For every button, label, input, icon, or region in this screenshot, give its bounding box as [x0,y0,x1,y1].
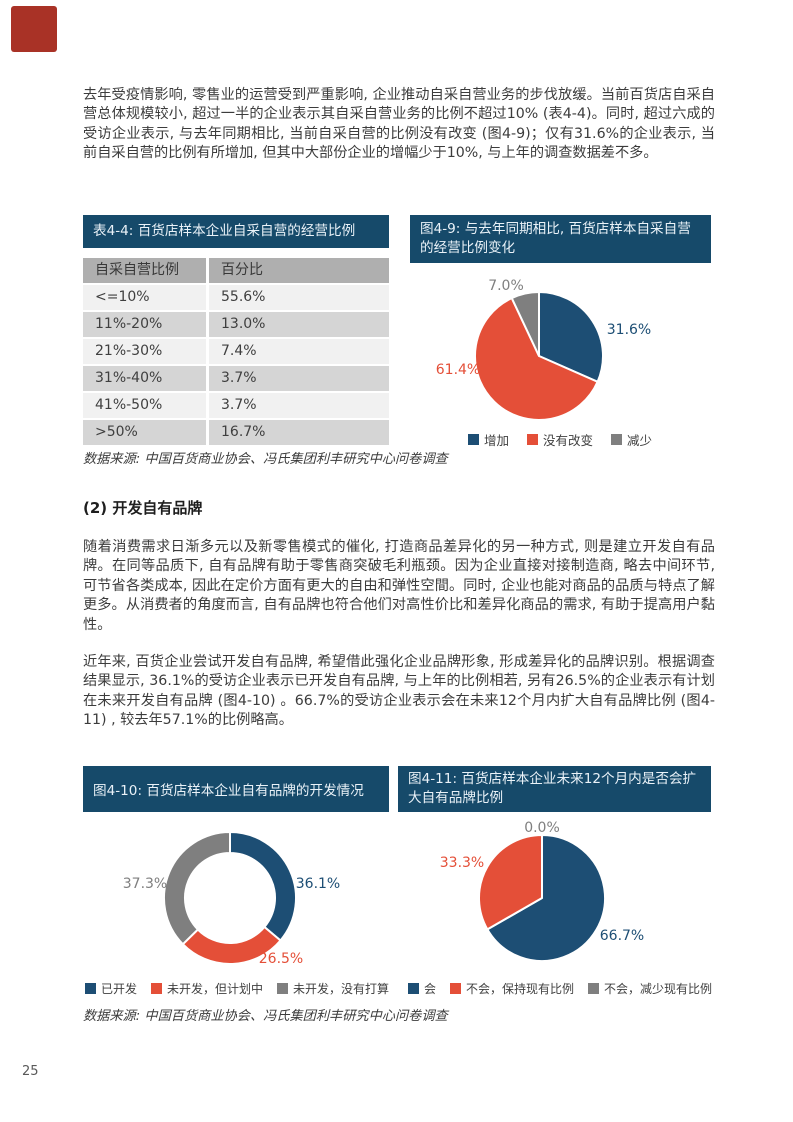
table-4-4-title-bar: 表4-4: 百货店样本企业自采自营的经营比例 [83,215,389,248]
data-source-note: 数据来源: 中国百货商业协会、冯氏集团利丰研究中心问卷调查 [83,452,448,467]
legend-item: 未开发，但计划中 [151,980,263,997]
slice-value-label: 36.1% [296,876,340,892]
fig4-9-pie-chart: 31.6% 61.4% 7.0% [436,278,651,421]
legend-label: 没有改变 [542,433,593,448]
legend-swatch-icon [408,983,419,994]
cell-range: 41%-50% [83,393,206,418]
legend-label: 减少 [627,433,653,448]
slice-value-label: 37.3% [123,876,167,892]
table-row: >50% 16.7% [83,420,389,445]
legend-swatch-icon [526,434,538,445]
table-4-4: 自采自营比例 百分比 <=10% 55.6% 11%-20% 13.0% 21%… [83,258,389,447]
cell-range: 31%-40% [83,366,206,391]
legend-swatch-icon [277,983,289,994]
fig4-11-pie-chart: 66.7% 33.3% 0.0% [440,820,644,962]
legend-item: 未开发，没有打算 [277,980,389,997]
paragraph-private-brand-2: 近年来, 百货企业尝试开发自有品牌, 希望借此强化企业品牌形象, 形成差异化的品… [83,654,715,729]
pie-slice-1 [478,834,543,931]
slice-value-label: 7.0% [488,278,524,294]
fig4-10-legend: 已开发 未开发，但计划中 未开发，没有打算 [85,980,389,997]
fig4-9-title-bar: 图4-9: 与去年同期相比, 百货店样本自采自营的经营比例变化 [410,215,711,263]
fig4-10-title-bar: 图4-10: 百货店样本企业自有品牌的开发情况 [83,766,389,812]
cell-percent: 16.7% [209,420,389,445]
legend-label: 不会，减少现有比例 [604,982,713,996]
cell-percent: 3.7% [209,366,389,391]
table-4-4-title: 表4-4: 百货店样本企业自采自营的经营比例 [93,223,356,239]
legend-swatch-icon [611,434,622,445]
cell-percent: 3.7% [209,393,389,418]
legend-swatch-icon [588,983,600,994]
slice-value-label: 31.6% [607,322,651,338]
pie-slice-0 [538,291,604,383]
legend-swatch-icon [85,983,96,994]
table-header-row: 自采自营比例 百分比 [83,258,389,283]
fig4-10-title: 图4-10: 百货店样本企业自有品牌的开发情况 [93,783,364,799]
legend-swatch-icon [450,983,462,994]
table-row: 21%-30% 7.4% [83,339,389,364]
cell-range: 21%-30% [83,339,206,364]
fig4-11-legend: 会 不会，保持现有比例 不会，减少现有比例 [408,980,712,997]
data-source-note: 数据来源: 中国百货商业协会、冯氏集团利丰研究中心问卷调查 [83,1009,448,1024]
column-header: 自采自营比例 [83,258,206,283]
table-row: 31%-40% 3.7% [83,366,389,391]
pie-slice-0 [486,834,606,962]
pie-slice-2 [510,291,540,357]
column-header: 百分比 [209,258,389,283]
legend-item: 不会，减少现有比例 [588,980,712,997]
legend-item: 没有改变 [526,430,593,449]
slice-value-label: 0.0% [524,820,560,836]
legend-swatch-icon [151,983,163,994]
page-number: 25 [22,1064,39,1079]
legend-label: 未开发，没有打算 [293,982,390,996]
legend-label: 不会，保持现有比例 [466,982,575,996]
corner-mark [11,6,57,52]
cell-range: 11%-20% [83,312,206,337]
legend-label: 增加 [483,433,509,448]
pie-slice-0 [229,831,297,942]
legend-swatch-icon [467,434,479,445]
legend-item: 不会，保持现有比例 [450,980,574,997]
cell-range: <=10% [83,285,206,310]
section-heading: (2) 开发自有品牌 [83,499,203,517]
table-row: 41%-50% 3.7% [83,393,389,418]
cell-range: >50% [83,420,206,445]
cell-percent: 55.6% [209,285,389,310]
fig4-10-donut-chart: 36.1% 26.5% 37.3% [123,831,340,967]
legend-item: 会 [408,980,436,997]
legend-label: 已开发 [101,982,138,996]
cell-percent: 13.0% [209,312,389,337]
pie-slice-2 [163,831,231,946]
slice-value-label: 66.7% [600,928,644,944]
paragraph-private-brand-1: 随着消费需求日渐多元以及新零售模式的催化, 打造商品差异化的另一种方式, 则是建… [83,539,715,633]
fig4-9-legend: 增加 没有改变 减少 [410,430,710,449]
cell-percent: 7.4% [209,339,389,364]
legend-label: 会 [424,982,437,996]
legend-item: 增加 [467,430,509,449]
pie-slice-1 [474,297,599,421]
fig4-9-title: 图4-9: 与去年同期相比, 百货店样本自采自营的经营比例变化 [420,221,691,256]
legend-label: 未开发，但计划中 [167,982,264,996]
slice-value-label: 26.5% [259,951,303,967]
slice-value-label: 61.4% [436,362,480,378]
table-row: <=10% 55.6% [83,285,389,310]
fig4-11-title-bar: 图4-11: 百货店样本企业未来12个月内是否会扩大自有品牌比例 [398,766,711,812]
table-row: 11%-20% 13.0% [83,312,389,337]
fig4-11-title: 图4-11: 百货店样本企业未来12个月内是否会扩大自有品牌比例 [408,771,697,806]
slice-value-label: 33.3% [440,855,484,871]
paragraph-self-procurement: 去年受疫情影响, 零售业的运营受到严重影响, 企业推动自采自营业务的步伐放缓。当… [83,87,715,162]
legend-item: 已开发 [85,980,137,997]
legend-item: 减少 [611,430,652,449]
